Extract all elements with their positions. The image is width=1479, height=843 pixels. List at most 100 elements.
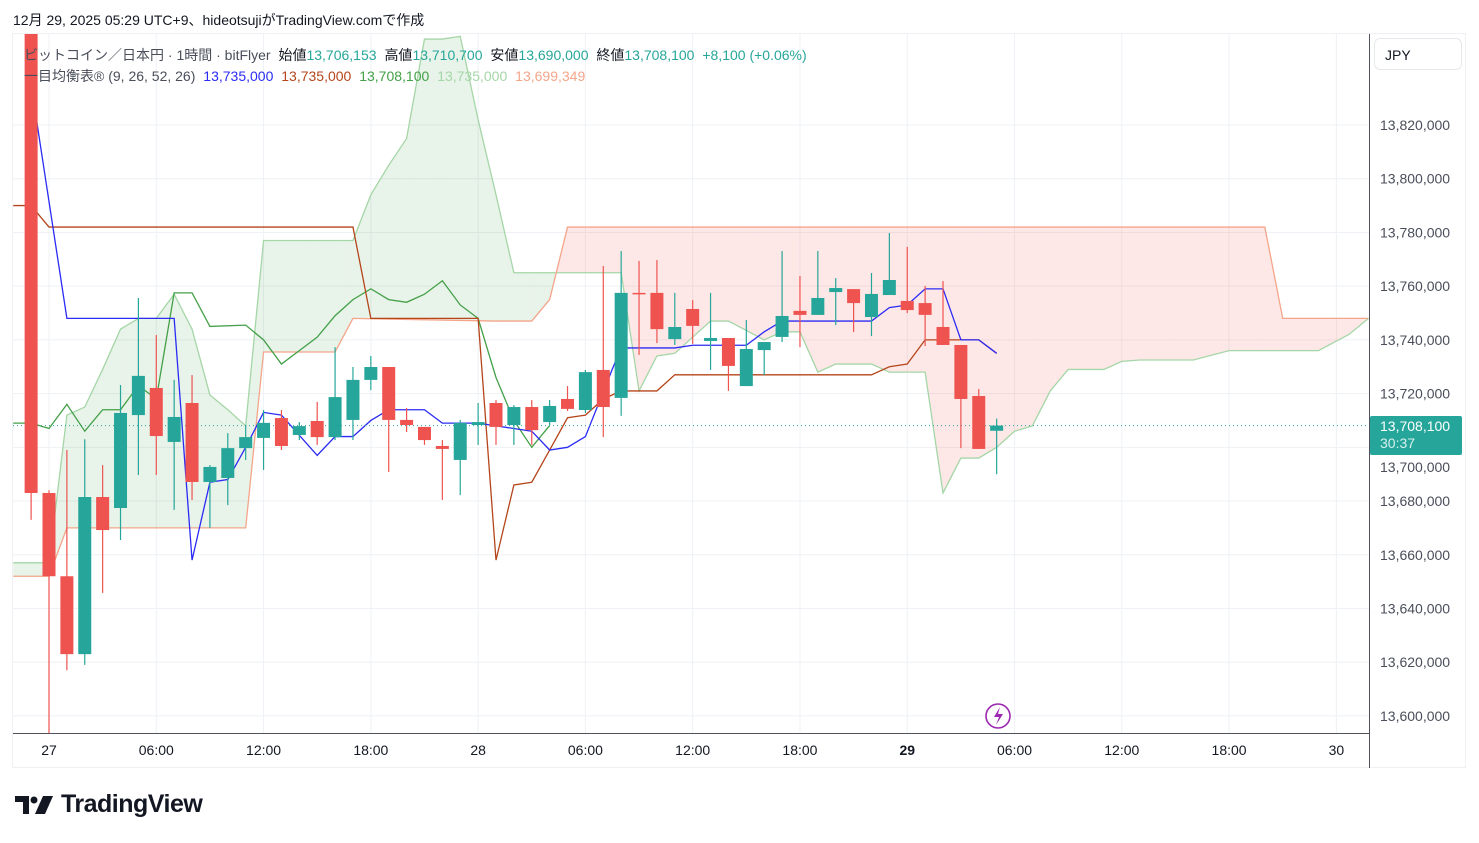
cloud-bearish-segment — [578, 227, 581, 273]
cloud-bearish-segment — [565, 227, 568, 273]
cloud-bearish-segment — [583, 227, 586, 273]
lightning-event-icon[interactable] — [985, 703, 1011, 729]
cloud-bullish-segment — [109, 349, 112, 528]
cloud-bearish-segment — [665, 227, 668, 355]
cloud-bearish-segment — [1111, 227, 1113, 367]
cloud-bearish-segment — [724, 227, 727, 322]
cloud-bullish-segment — [546, 272, 548, 304]
cloud-bearish-segment — [1061, 227, 1063, 379]
cloud-bearish-segment — [739, 227, 741, 328]
cloud-bearish-segment — [1064, 227, 1067, 374]
cloud-bullish-segment — [533, 272, 536, 319]
cloud-bearish-segment — [1330, 318, 1333, 344]
cloud-bullish-segment — [424, 39, 427, 320]
cloud-bearish-segment — [576, 227, 579, 273]
cloud-bearish-segment — [1243, 227, 1246, 351]
cloud-bearish-segment — [744, 227, 747, 331]
cloud-bearish-segment — [1195, 227, 1197, 360]
indicator-title[interactable]: 一目均衡表® — [24, 68, 105, 84]
cloud-bearish-segment — [694, 227, 697, 336]
cloud-bearish-segment — [1014, 227, 1017, 432]
candle-bullish — [668, 292, 682, 345]
candle-body — [900, 300, 914, 311]
kijun-sen-line — [13, 204, 998, 561]
cloud-bullish-segment — [29, 562, 32, 577]
cloud-bearish-segment — [885, 227, 888, 372]
cloud-bearish-segment — [1034, 227, 1036, 423]
cloud-bearish-segment — [1354, 318, 1357, 331]
cloud-bullish-segment — [474, 102, 477, 321]
cloud-bearish-segment — [1338, 318, 1340, 341]
cloud-bearish-segment — [844, 227, 847, 365]
cloud-bearish-segment — [1050, 227, 1053, 391]
cloud-bearish-segment — [1037, 227, 1040, 416]
cloud-bearish-segment — [1264, 227, 1267, 351]
cloud-bearish-segment — [1225, 227, 1228, 352]
candle-body — [114, 412, 128, 509]
cloud-bearish-segment — [1087, 227, 1090, 370]
cloud-bullish-segment — [215, 399, 218, 528]
cloud-bullish-segment — [263, 240, 266, 352]
candle-body — [918, 303, 932, 315]
cloud-bearish-segment — [1252, 227, 1255, 351]
cloud-bearish-segment — [1245, 227, 1247, 351]
currency-button[interactable]: JPY — [1374, 38, 1462, 70]
symbol-title[interactable]: ビットコイン／日本円 · 1時間 · bitFlyer — [24, 47, 271, 63]
cloud-bearish-segment — [567, 227, 570, 273]
cloud-bearish-segment — [642, 227, 645, 384]
cloud-bullish-segment — [292, 240, 294, 352]
span-a-value: 13,735,000 — [437, 68, 508, 84]
cloud-bullish-segment — [497, 202, 500, 322]
cloud-bullish-segment — [13, 562, 16, 577]
cloud-bearish-segment — [1309, 318, 1312, 351]
cloud-bearish-segment — [1114, 227, 1117, 365]
time-axis-label: 27 — [41, 742, 57, 758]
tradingview-logo[interactable]: TradingView — [15, 790, 203, 819]
candle-body — [471, 422, 485, 426]
cloud-bearish-segment — [1055, 227, 1058, 385]
candle-body — [453, 422, 467, 460]
cloud-bearish-segment — [581, 227, 584, 273]
candle-bearish — [42, 490, 56, 733]
cloud-bullish-segment — [406, 128, 409, 320]
candle-body — [328, 397, 342, 438]
lightning-bolt — [994, 707, 1003, 725]
cloud-bullish-segment — [293, 240, 296, 352]
cloud-bullish-segment — [388, 162, 391, 320]
cloud-bearish-segment — [1030, 227, 1033, 427]
chikou-span-line — [13, 279, 551, 449]
cloud-bearish-segment — [1196, 227, 1199, 360]
cloud-bullish-segment — [206, 381, 209, 528]
cloud-bullish-segment — [515, 272, 518, 322]
candle-body — [721, 338, 735, 366]
cloud-bullish-segment — [521, 272, 523, 322]
brand-name: TradingView — [61, 790, 203, 818]
cloud-bullish-segment — [297, 240, 300, 352]
cloud-bearish-segment — [605, 227, 607, 273]
cloud-bullish-segment — [395, 151, 398, 320]
cloud-bearish-segment — [749, 227, 752, 334]
price-axis-label: 13,780,000 — [1380, 224, 1450, 240]
cloud-bearish-segment — [837, 227, 840, 365]
candle-body — [203, 466, 217, 482]
cloud-bearish-segment — [1136, 227, 1138, 361]
cloud-bearish-segment — [1121, 227, 1124, 362]
cloud-bullish-segment — [345, 240, 348, 332]
cloud-bullish-segment — [38, 562, 41, 577]
senkou-span-a-line — [13, 35, 1369, 564]
cloud-bullish-segment — [442, 38, 445, 321]
cloud-bullish-segment — [22, 562, 24, 577]
cloud-bearish-segment — [1152, 227, 1154, 361]
cloud-bearish-segment — [755, 227, 758, 337]
cloud-bearish-segment — [1212, 227, 1215, 355]
cloud-bullish-segment — [512, 264, 514, 322]
cloud-bearish-segment — [1062, 227, 1065, 376]
cloud-bullish-segment — [254, 314, 257, 440]
cloud-bearish-segment — [1350, 318, 1353, 334]
candle-bearish — [954, 344, 968, 449]
cloud-bearish-segment — [1125, 227, 1128, 362]
candle-bullish — [507, 405, 521, 445]
cloud-bullish-segment — [261, 240, 264, 370]
cloud-bearish-segment — [705, 227, 707, 326]
